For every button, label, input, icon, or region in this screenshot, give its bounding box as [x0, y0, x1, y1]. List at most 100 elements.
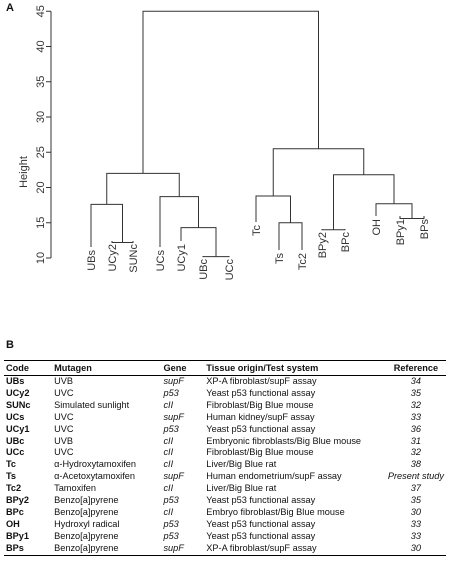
- cell-code: UCy1: [6, 423, 30, 434]
- cell-mutagen: UVB: [54, 376, 74, 386]
- cell-code: UBc: [6, 435, 25, 446]
- header-mutagen: Mutagen: [52, 360, 162, 376]
- cell-gene: p53: [163, 530, 179, 541]
- panel-a-label: A: [6, 2, 14, 14]
- table-row: UBc UVB cII Embryonic fibroblasts/Big Blue …: [4, 436, 446, 448]
- dendrogram-tree: [90, 10, 425, 258]
- cell-tissue: Yeast p53 functional assay: [206, 495, 316, 506]
- cell-mutagen: Simulated sunlight: [54, 399, 130, 410]
- dendrogram-branch: [142, 10, 319, 174]
- cell-gene: cII: [163, 447, 174, 458]
- header-reference: Reference: [385, 360, 446, 376]
- leaf-label: UBs: [86, 250, 98, 271]
- header-gene: Gene: [161, 360, 205, 376]
- cell-mutagen: Benzo[a]pyrene: [54, 530, 119, 541]
- cell-reference: 32: [410, 447, 422, 458]
- cell-code: UBs: [6, 376, 25, 386]
- cell-tissue: Liver/Big Blue rat: [206, 459, 277, 470]
- cell-mutagen: α-Hydroxytamoxifen: [54, 459, 137, 470]
- y-tick-label: 45: [35, 5, 47, 17]
- leaf-label: BPy1: [395, 219, 407, 245]
- leaf-label: UBc: [198, 259, 210, 280]
- cell-code: Tc: [6, 459, 17, 470]
- leaf-label: Tc: [251, 225, 263, 237]
- cell-reference: 35: [410, 387, 422, 398]
- cell-gene: cII: [163, 483, 174, 494]
- cell-reference: 30: [410, 506, 422, 517]
- table-row: OH Hydroxyl radical p53 Yeast p53 functiona…: [4, 519, 446, 531]
- table-row: UCy1 UVC p53 Yeast p53 functional assay 36: [4, 424, 446, 436]
- table-row: Tc α-Hydroxytamoxifen cII Liver/Big Blue ra…: [4, 459, 446, 471]
- dendrogram-branch: [106, 172, 180, 205]
- cell-gene: supF: [161, 542, 205, 556]
- dendrogram-branch: [90, 203, 123, 247]
- cell-reference: 32: [410, 399, 422, 410]
- leaf-labels: UBs UCy2 SUNc UCs UCy1 UBc UCc Tc Ts Tc2 BPy2 BPc OH…: [86, 219, 431, 281]
- cell-code: SUNc: [6, 399, 31, 410]
- cell-reference: 33: [410, 411, 422, 422]
- dendrogram-branch: [159, 196, 199, 247]
- dendrogram-branch: [333, 174, 395, 230]
- header-code: Code: [4, 360, 53, 376]
- cell-mutagen: Tamoxifen: [54, 483, 96, 494]
- cell-tissue: Embryo fibroblast/Big Blue mouse: [206, 506, 345, 517]
- cell-reference: 34: [410, 376, 422, 386]
- cell-code: BPc: [6, 506, 24, 517]
- cell-reference: 30: [385, 542, 446, 556]
- cell-gene: cII: [163, 435, 174, 446]
- cell-gene: cII: [163, 399, 174, 410]
- table-row: Tc2 Tamoxifen cII Liver/Big Blue rat 37: [4, 483, 446, 495]
- cell-reference: Present study: [387, 471, 444, 482]
- leaf-label: UCs: [155, 250, 167, 272]
- dendrogram-branch: [375, 203, 413, 219]
- cell-tissue: XP-A fibroblast/supF assay: [204, 542, 386, 556]
- leaf-label: Tc2: [297, 253, 309, 270]
- dendrogram-branch: [255, 195, 291, 223]
- cell-gene: supF: [163, 376, 184, 386]
- table-row: BPs Benzo[a]pyrene supF XP-A fibroblast/sup…: [4, 542, 446, 556]
- cell-tissue: Yeast p53 functional assay: [206, 387, 316, 398]
- y-tick-label: 10: [35, 252, 47, 264]
- cell-gene: p53: [163, 423, 179, 434]
- cell-mutagen: UVC: [54, 387, 74, 398]
- cell-code: UCc: [6, 447, 25, 458]
- y-tick-label: 15: [35, 217, 47, 229]
- y-tick-label: 30: [35, 111, 47, 123]
- leaf-label: BPc: [340, 232, 352, 253]
- leaf-label: UCc: [224, 259, 236, 281]
- cell-mutagen: α-Acetoxytamoxifen: [54, 471, 135, 482]
- table-row: Ts α-Acetoxytamoxifen supF Human endometriu…: [4, 471, 446, 483]
- cell-gene: cII: [163, 506, 174, 517]
- cell-tissue: Yeast p53 functional assay: [206, 423, 316, 434]
- table-row: SUNc Simulated sunlight cII Fibroblast/Big …: [4, 400, 446, 412]
- table-row: UCy2 UVC p53 Yeast p53 functional assay 35: [4, 388, 446, 400]
- table-row: BPy2 Benzo[a]pyrene p53 Yeast p53 functiona…: [4, 495, 446, 507]
- y-tick-label: 40: [35, 40, 47, 52]
- y-axis: 10 15 20 25 30 35 40 45: [35, 5, 52, 264]
- cell-gene: supF: [163, 471, 184, 482]
- cell-gene: cII: [163, 459, 174, 470]
- cell-code: BPy2: [6, 495, 29, 506]
- leaf-label: UCy1: [176, 244, 188, 272]
- cell-code: UCy2: [6, 387, 30, 398]
- dendrogram-branch: [272, 148, 365, 196]
- cell-tissue: Liver/Big Blue rat: [206, 483, 277, 494]
- cell-mutagen: UVB: [54, 435, 74, 446]
- cell-gene: supF: [163, 411, 184, 422]
- table-row: BPy1 Benzo[a]pyrene p53 Yeast p53 functiona…: [4, 531, 446, 543]
- cell-tissue: Yeast p53 functional assay: [206, 530, 316, 541]
- cell-code: Ts: [6, 471, 17, 482]
- leaf-label: UCy2: [107, 244, 119, 272]
- leaf-label: OH: [371, 219, 383, 236]
- cell-reference: 38: [410, 459, 422, 470]
- cell-tissue: Embryonic fibroblasts/Big Blue mouse: [206, 435, 362, 446]
- cell-code: BPy1: [6, 530, 29, 541]
- cell-code: Tc2: [6, 483, 22, 494]
- cell-tissue: Fibroblast/Big Blue mouse: [206, 399, 314, 410]
- cell-gene: p53: [163, 518, 179, 529]
- cell-code: UCs: [6, 411, 25, 422]
- cell-reference: 35: [410, 495, 422, 506]
- table-header-row: Code Mutagen Gene Tissue origin/Test sys…: [4, 360, 446, 376]
- table-row: BPc Benzo[a]pyrene cII Embryo fibroblast/Bi…: [4, 507, 446, 519]
- cell-tissue: Human kidney/supF assay: [206, 411, 315, 422]
